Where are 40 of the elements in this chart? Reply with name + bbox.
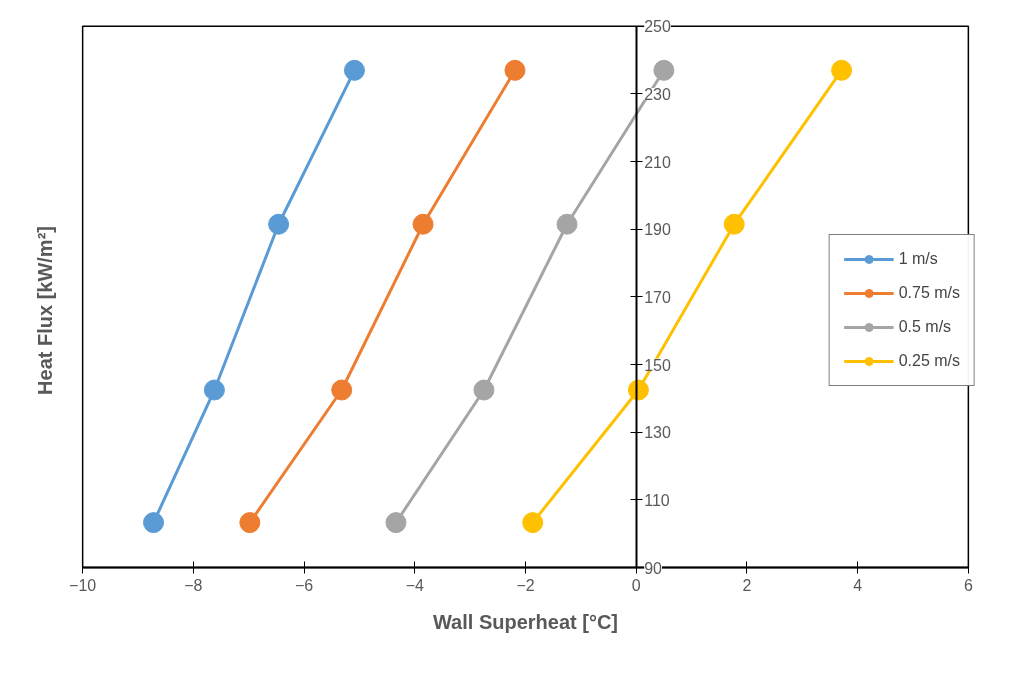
point [473,379,495,401]
point [239,512,261,534]
y-tick-label: 230 [644,85,672,103]
x-tick-label: −4 [405,576,425,594]
x-tick-label: 6 [963,576,973,594]
x-tick-label: −6 [294,576,314,594]
point [723,213,745,235]
x-tick-label: −8 [184,576,203,594]
legend-label: 0.75 m/s [898,284,960,302]
point [504,59,526,81]
x-axis-title: Wall Superheat [°C] [432,610,619,633]
point [627,379,649,401]
x-tick-label: 0 [631,576,641,594]
point [268,213,290,235]
x-tick-label: −10 [69,576,97,594]
x-tick-label: 2 [742,576,752,594]
x-tick-label: −2 [516,576,535,594]
y-tick-label: 190 [644,221,672,239]
point [522,512,544,534]
legend-label: 0.5 m/s [898,318,952,336]
point [385,512,407,534]
legend-label: 0.25 m/s [898,352,960,370]
y-tick-label: 150 [644,356,672,374]
point [203,379,225,401]
point [831,59,853,81]
point [653,59,675,81]
y-tick-label: 250 [644,18,672,36]
y-tick-label: 170 [644,288,672,306]
x-tick-label: 4 [853,576,863,594]
point [412,213,434,235]
y-axis-title: Heat Flux [kW/m²] [33,226,56,395]
point [331,379,353,401]
point [143,512,164,534]
y-tick-label: 110 [644,491,670,509]
y-tick-label: 210 [644,153,672,171]
point [343,59,365,81]
y-tick-label: 130 [644,424,672,442]
y-tick-label: 90 [644,559,663,577]
point [556,213,578,235]
legend-label: 1 m/s [898,250,938,268]
